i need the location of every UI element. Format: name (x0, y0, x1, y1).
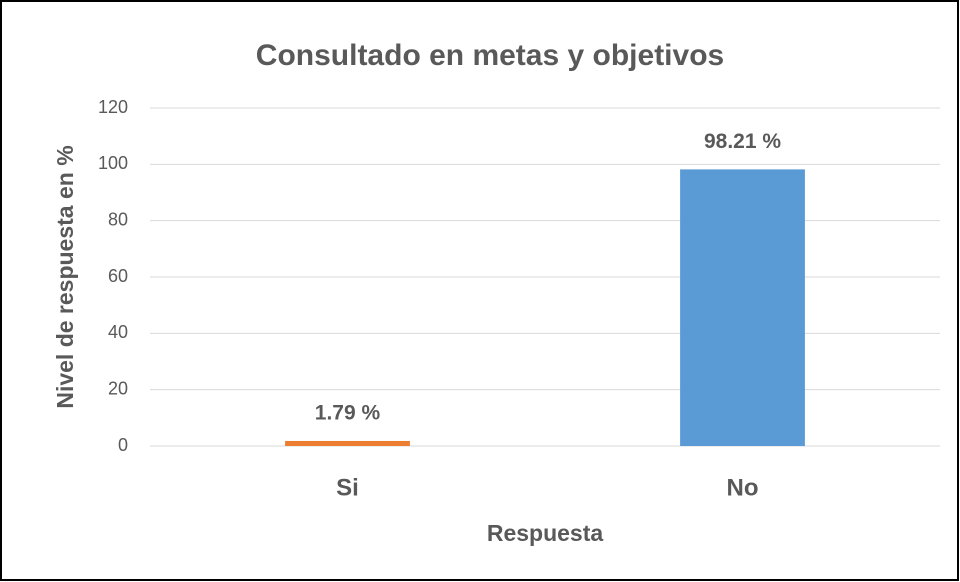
value-label: 1.79 % (315, 402, 381, 425)
y-tick-label: 60 (108, 266, 128, 286)
bar (680, 169, 805, 446)
x-tick-label: No (727, 474, 759, 501)
x-axis-title: Respuesta (487, 520, 604, 546)
y-axis-title: Nivel de respuesta en % (52, 145, 78, 408)
y-tick-label: 0 (118, 435, 128, 455)
value-label: 98.21 % (704, 130, 781, 153)
chart-title: Consultado en metas y objetivos (256, 39, 724, 72)
y-tick-label: 40 (108, 322, 128, 342)
y-tick-label: 80 (108, 209, 128, 229)
y-tick-label: 20 (108, 378, 128, 398)
y-tick-label: 120 (98, 97, 128, 117)
x-tick-label: Si (336, 474, 359, 501)
y-tick-label: 100 (98, 153, 128, 173)
bar (285, 440, 410, 446)
